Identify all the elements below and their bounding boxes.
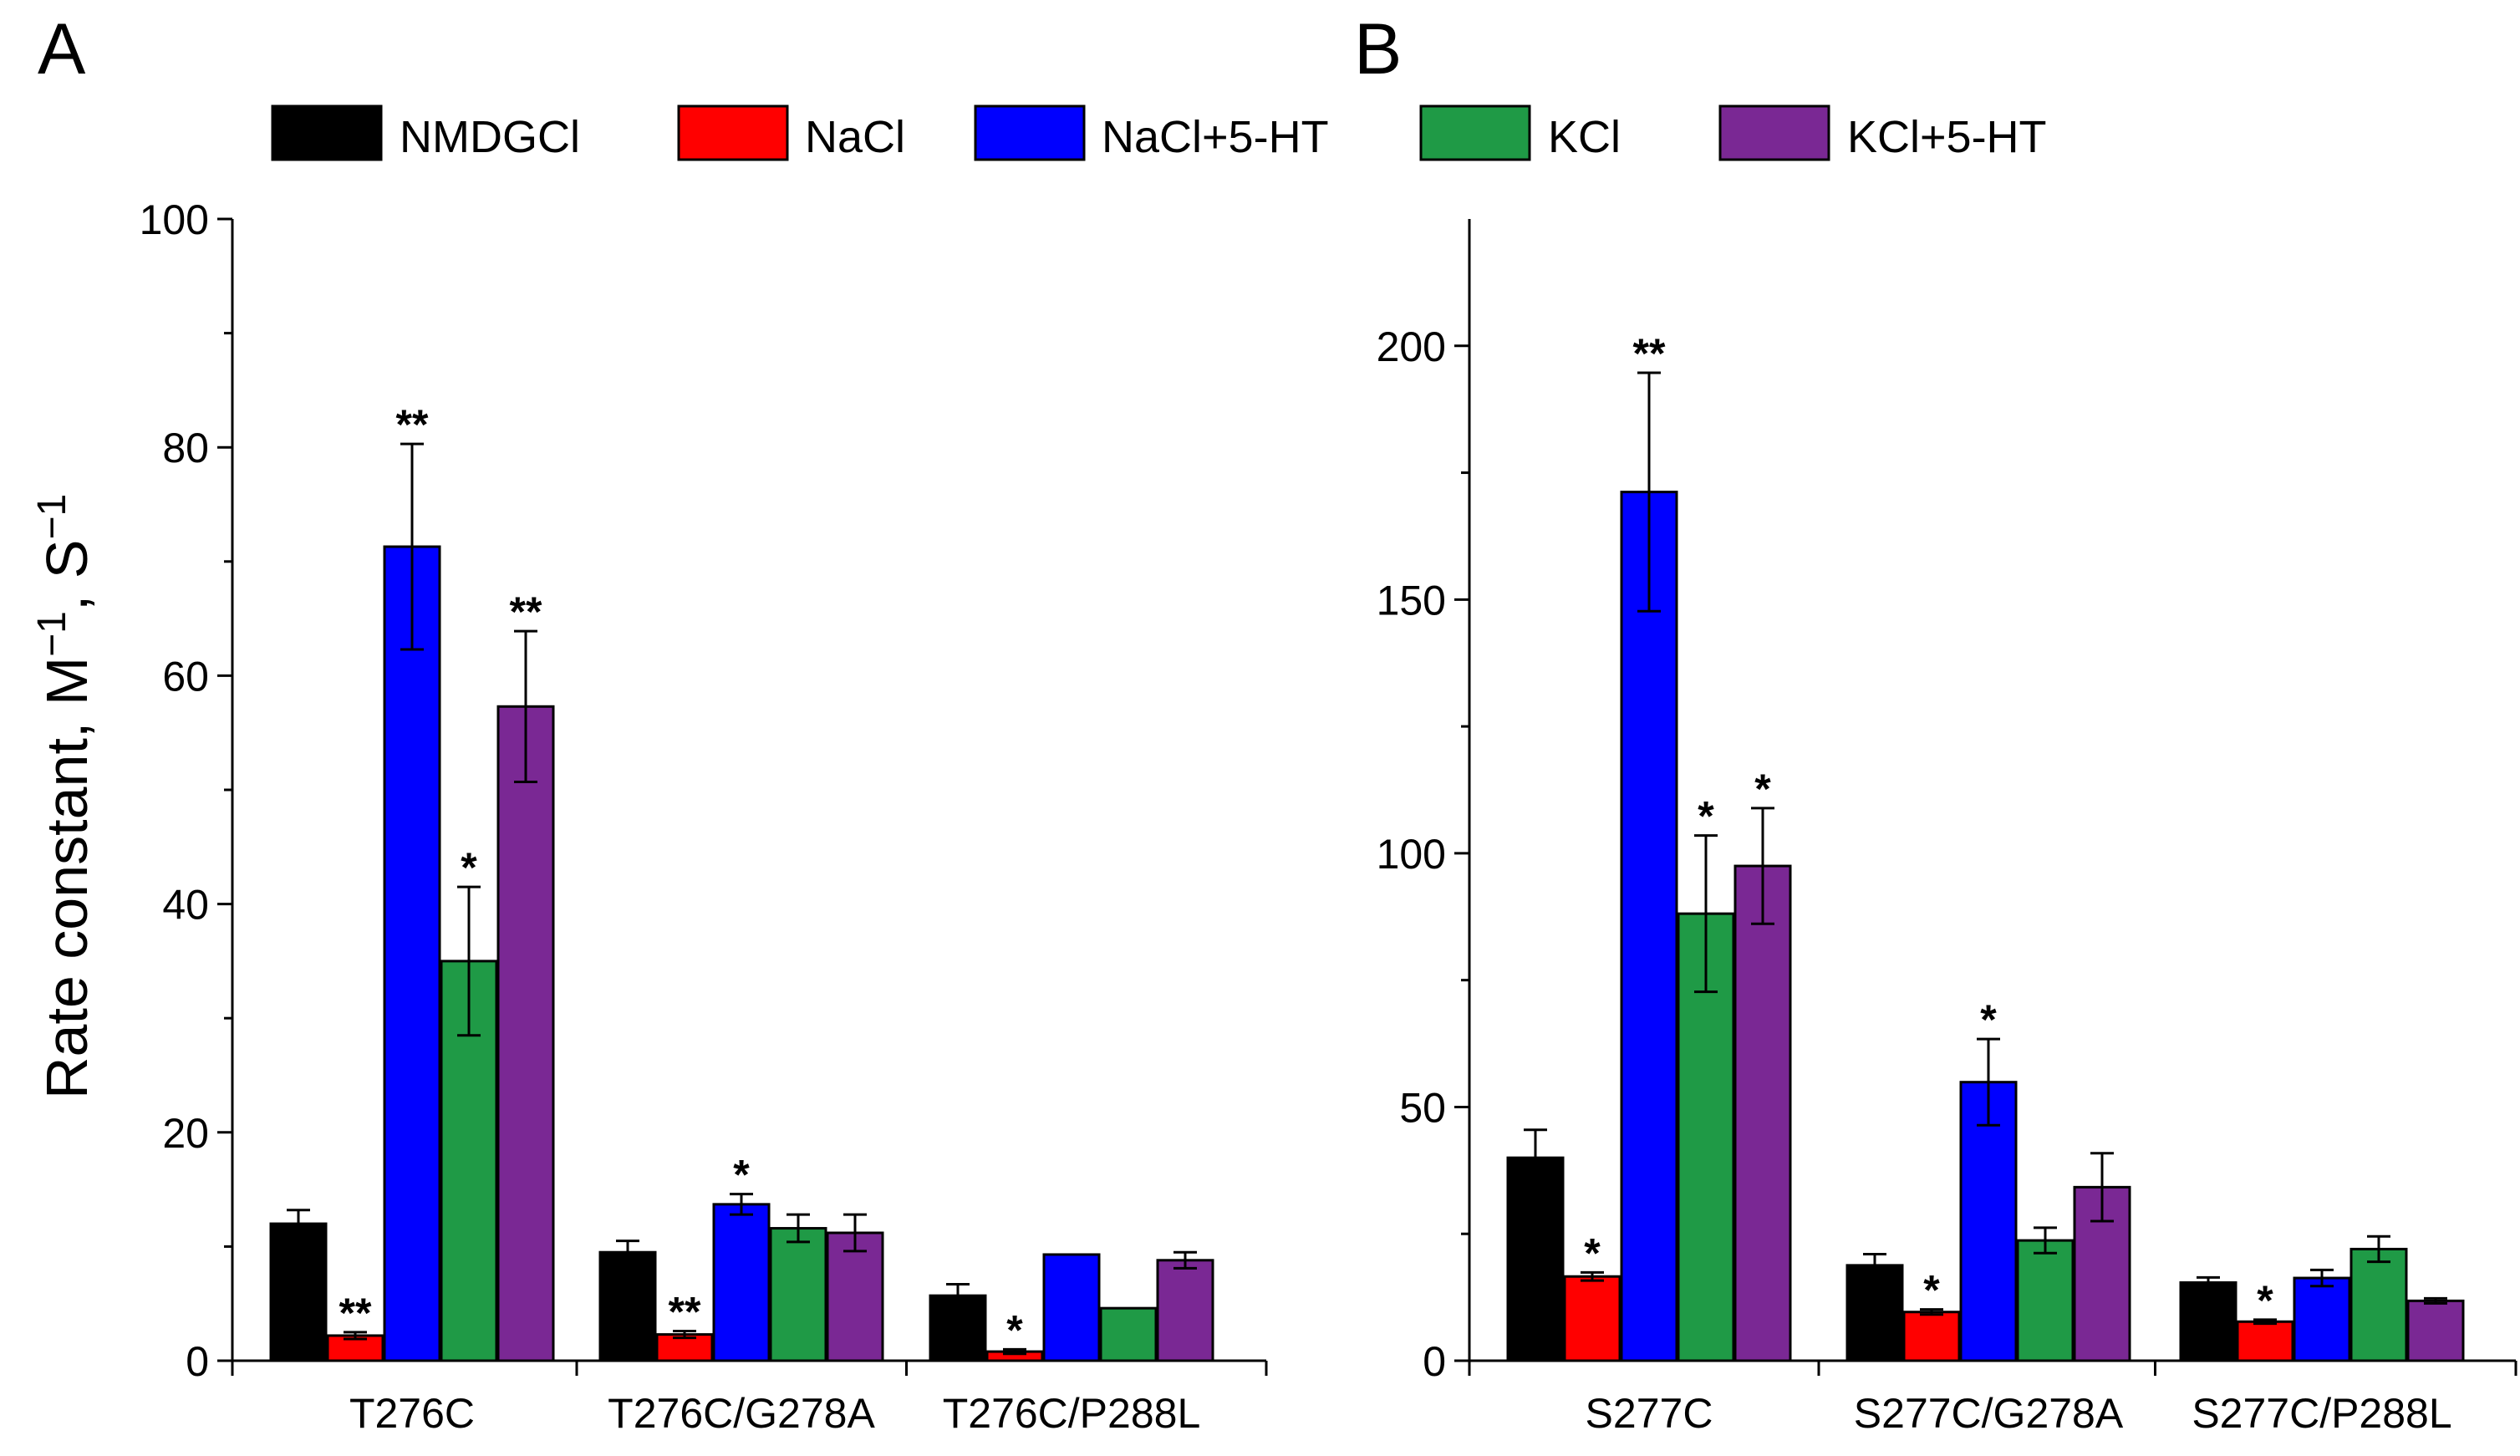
legend-swatch-kcl: [1419, 104, 1531, 161]
y-axis-label-sup1: −1: [30, 611, 74, 657]
legend-label-nacl: NaCl: [805, 112, 905, 162]
significance-mark-b-nacl-s277c-g278a: *: [1923, 1267, 1940, 1314]
y-tick-label-b-50: 50: [1399, 1084, 1446, 1131]
bar-a-nmdgcl-t276c: [269, 1222, 328, 1362]
significance-mark-a-nacl-t276c: **: [339, 1290, 372, 1336]
x-category-label-b-s277c: S277C: [1586, 1390, 1713, 1437]
legend-label-nacl-5ht: NaCl+5-HT: [1102, 112, 1329, 162]
legend-label-kcl: KCl: [1548, 112, 1621, 162]
bar-a-kcl-5-ht-t276c-p288l: [1156, 1259, 1214, 1362]
legend-swatch-nmdgcl: [271, 104, 383, 161]
bar-b-nmdgcl-s277c-g278a: [1845, 1264, 1904, 1362]
y-tick-label-b-100: 100: [1377, 831, 1446, 878]
y-axis-label-main: Rate constant, M: [34, 657, 99, 1099]
y-axis-label: Rate constant, M−1, S−1: [30, 494, 99, 1099]
legend: NMDGCl NaCl NaCl+5-HT KCl KCl+5-HT: [271, 104, 2047, 162]
x-category-label-a-t276c-g278a: T276C/G278A: [608, 1390, 875, 1437]
significance-mark-a-nacl-t276c-g278a: **: [669, 1288, 701, 1335]
y-axis-label-sup2: −1: [30, 494, 74, 540]
bar-b-nacl-s277c-g278a: [1902, 1311, 1961, 1362]
bar-b-nacl-5-ht-s277c: [1620, 491, 1678, 1362]
bar-b-kcl-s277c-g278a: [2016, 1239, 2075, 1362]
significance-mark-b-nacl-5-ht-s277c-g278a: *: [1980, 996, 1997, 1043]
bar-b-nmdgcl-s277c: [1506, 1156, 1565, 1362]
legend-label-kcl-5ht: KCl+5-HT: [1847, 112, 2047, 162]
bar-b-kcl-5-ht-s277c-p288l: [2406, 1299, 2465, 1362]
panel-label-a: A: [38, 9, 86, 89]
bar-b-nacl-s277c-p288l: [2236, 1320, 2294, 1362]
bar-b-nmdgcl-s277c-p288l: [2179, 1281, 2237, 1362]
x-category-label-b-s277c-g278a: S277C/G278A: [1854, 1390, 2124, 1437]
significance-mark-b-nacl-s277c-p288l: *: [2257, 1277, 2273, 1324]
x-category-label-b-s277c-p288l: S277C/P288L: [2192, 1390, 2451, 1437]
bar-b-nacl-s277c: [1563, 1275, 1621, 1362]
y-tick-label-b-0: 0: [1423, 1338, 1446, 1385]
significance-mark-b-kcl-5-ht-s277c: *: [1754, 766, 1771, 812]
chart-panel-a: 0 20 40 60 80 100 T276C T276C/G278A T276C/P288L *…: [140, 196, 1268, 1437]
y-tick-label-a-20: 20: [162, 1110, 209, 1157]
x-category-label-a-t276c: T276C: [349, 1390, 475, 1437]
y-tick-label-a-40: 40: [162, 882, 209, 929]
bar-a-nacl-5-ht-t276c: [383, 545, 441, 1362]
significance-mark-a-nacl-5-ht-t276c: **: [396, 401, 429, 448]
y-tick-label-b-200: 200: [1377, 323, 1446, 370]
bar-a-nmdgcl-t276c-g278a: [598, 1250, 657, 1362]
y-axis-label-mid: , S: [34, 540, 99, 612]
significance-mark-b-kcl-s277c: *: [1698, 793, 1714, 840]
significance-mark-a-kcl-5-ht-t276c: **: [510, 588, 542, 635]
legend-swatch-kcl-5ht: [1718, 104, 1830, 161]
significance-mark-b-nacl-5-ht-s277c: **: [1633, 330, 1666, 377]
bar-b-nacl-5-ht-s277c-p288l: [2293, 1276, 2351, 1362]
legend-swatch-nacl-5ht: [974, 104, 1086, 161]
legend-label-nmdgcl: NMDGCl: [400, 112, 580, 162]
legend-swatch-nacl: [677, 104, 789, 161]
y-tick-label-a-100: 100: [140, 196, 209, 243]
bar-a-kcl-t276c-p288l: [1099, 1306, 1158, 1362]
x-category-label-a-t276c-p288l: T276C/P288L: [943, 1390, 1201, 1437]
bar-b-kcl-5-ht-s277c: [1733, 864, 1792, 1362]
y-tick-label-b-150: 150: [1377, 577, 1446, 624]
significance-mark-a-nacl-t276c-p288l: *: [1006, 1306, 1023, 1353]
bar-a-kcl-t276c-g278a: [769, 1227, 827, 1362]
y-tick-label-a-60: 60: [162, 653, 209, 700]
bar-a-kcl-5-ht-t276c-g278a: [826, 1231, 884, 1362]
bar-a-nacl-5-ht-t276c-p288l: [1042, 1253, 1101, 1362]
panel-label-b: B: [1354, 9, 1402, 89]
bar-b-kcl-s277c-p288l: [2349, 1247, 2408, 1362]
significance-mark-b-nacl-s277c: *: [1584, 1229, 1601, 1276]
y-tick-label-a-0: 0: [186, 1338, 209, 1385]
bar-a-kcl-5-ht-t276c: [496, 705, 555, 1362]
significance-mark-a-kcl-t276c: *: [461, 844, 477, 891]
significance-mark-a-nacl-5-ht-t276c-g278a: *: [733, 1152, 750, 1199]
y-tick-label-a-80: 80: [162, 425, 209, 471]
chart-panel-b: 0 50 100 150 200 S277C S277C/G278A S277C/P288L *…: [1377, 219, 2517, 1437]
bar-a-nacl-5-ht-t276c-g278a: [712, 1203, 771, 1362]
